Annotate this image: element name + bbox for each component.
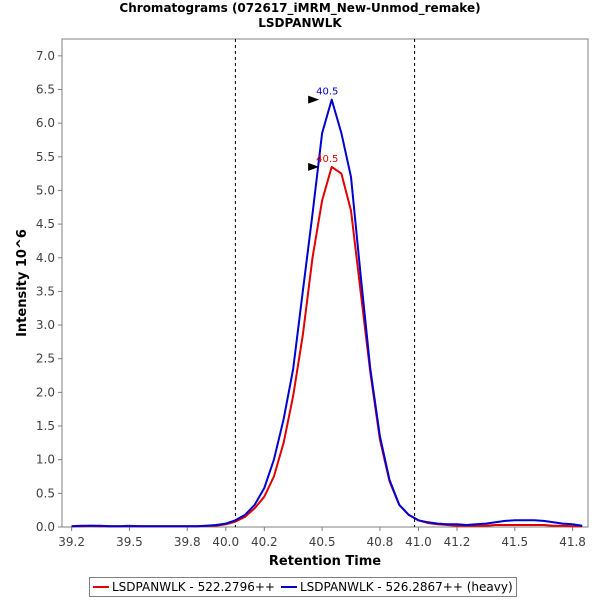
x-tick-label: 41.0 bbox=[405, 535, 432, 549]
y-tick-label: 5.5 bbox=[36, 150, 55, 164]
peak-arrow bbox=[308, 95, 320, 104]
series-lines bbox=[71, 98, 583, 528]
x-tick-label: 39.2 bbox=[58, 535, 85, 549]
x-tick-label: 41.5 bbox=[501, 535, 528, 549]
legend: LSDPANWLK - 522.2796++ LSDPANWLK - 526.2… bbox=[89, 577, 517, 597]
x-tick-label: 39.5 bbox=[116, 535, 143, 549]
y-tick-label: 3.5 bbox=[36, 284, 55, 298]
chart-subtitle: LSDPANWLK bbox=[258, 16, 342, 30]
legend-swatch-heavy bbox=[280, 586, 297, 588]
legend-item-heavy: LSDPANWLK - 526.2867++ (heavy) bbox=[280, 580, 513, 594]
legend-swatch-light bbox=[93, 586, 109, 588]
y-axis: 0.0 0.5 1.0 1.5 2.0 2.5 3.0 3.5 4.0 4.5 5.0 5.5 6.0 6… bbox=[36, 49, 62, 534]
y-tick-label: 1.0 bbox=[36, 453, 55, 467]
y-tick-label: 2.0 bbox=[36, 385, 55, 399]
legend-label-light: LSDPANWLK - 522.2796++ bbox=[112, 580, 275, 594]
series-line-1 bbox=[71, 98, 583, 528]
peak-arrow bbox=[308, 162, 320, 171]
y-tick-label: 6.0 bbox=[36, 116, 55, 130]
y-tick-label: 6.5 bbox=[36, 82, 55, 96]
x-axis-title: Retention Time bbox=[269, 554, 381, 569]
y-tick-label: 7.0 bbox=[36, 49, 55, 63]
peak-markers: 40.5 40.5 bbox=[308, 87, 338, 171]
y-tick-label: 4.0 bbox=[36, 251, 55, 265]
legend-item-light: LSDPANWLK - 522.2796++ bbox=[93, 580, 275, 594]
y-tick-label: 0.5 bbox=[36, 486, 55, 500]
y-tick-label: 4.5 bbox=[36, 217, 55, 231]
y-tick-label: 5.0 bbox=[36, 183, 55, 197]
peak-label: 40.5 bbox=[316, 154, 338, 165]
x-tick-label: 40.8 bbox=[367, 535, 394, 549]
x-axis: 39.2 39.5 39.8 40.0 40.2 40.5 40.8 41.0 41.2 41.5… bbox=[58, 527, 586, 549]
plot-area bbox=[61, 38, 589, 528]
x-tick-label: 40.0 bbox=[212, 535, 239, 549]
chart-title: Chromatograms (072617_iMRM_New-Unmod_rem… bbox=[119, 1, 480, 16]
x-tick-label: 39.8 bbox=[174, 535, 201, 549]
x-tick-label: 41.2 bbox=[444, 535, 471, 549]
x-tick-label: 40.2 bbox=[251, 535, 278, 549]
y-tick-label: 0.0 bbox=[36, 520, 55, 534]
x-tick-label: 41.8 bbox=[559, 535, 586, 549]
x-tick-label: 40.5 bbox=[309, 535, 336, 549]
y-tick-label: 1.5 bbox=[36, 419, 55, 433]
y-tick-label: 2.5 bbox=[36, 352, 55, 366]
y-axis-title: Intensity 10^6 bbox=[15, 229, 30, 337]
y-tick-label: 3.0 bbox=[36, 318, 55, 332]
peak-label: 40.5 bbox=[316, 87, 338, 98]
legend-label-heavy: LSDPANWLK - 526.2867++ (heavy) bbox=[299, 580, 513, 594]
